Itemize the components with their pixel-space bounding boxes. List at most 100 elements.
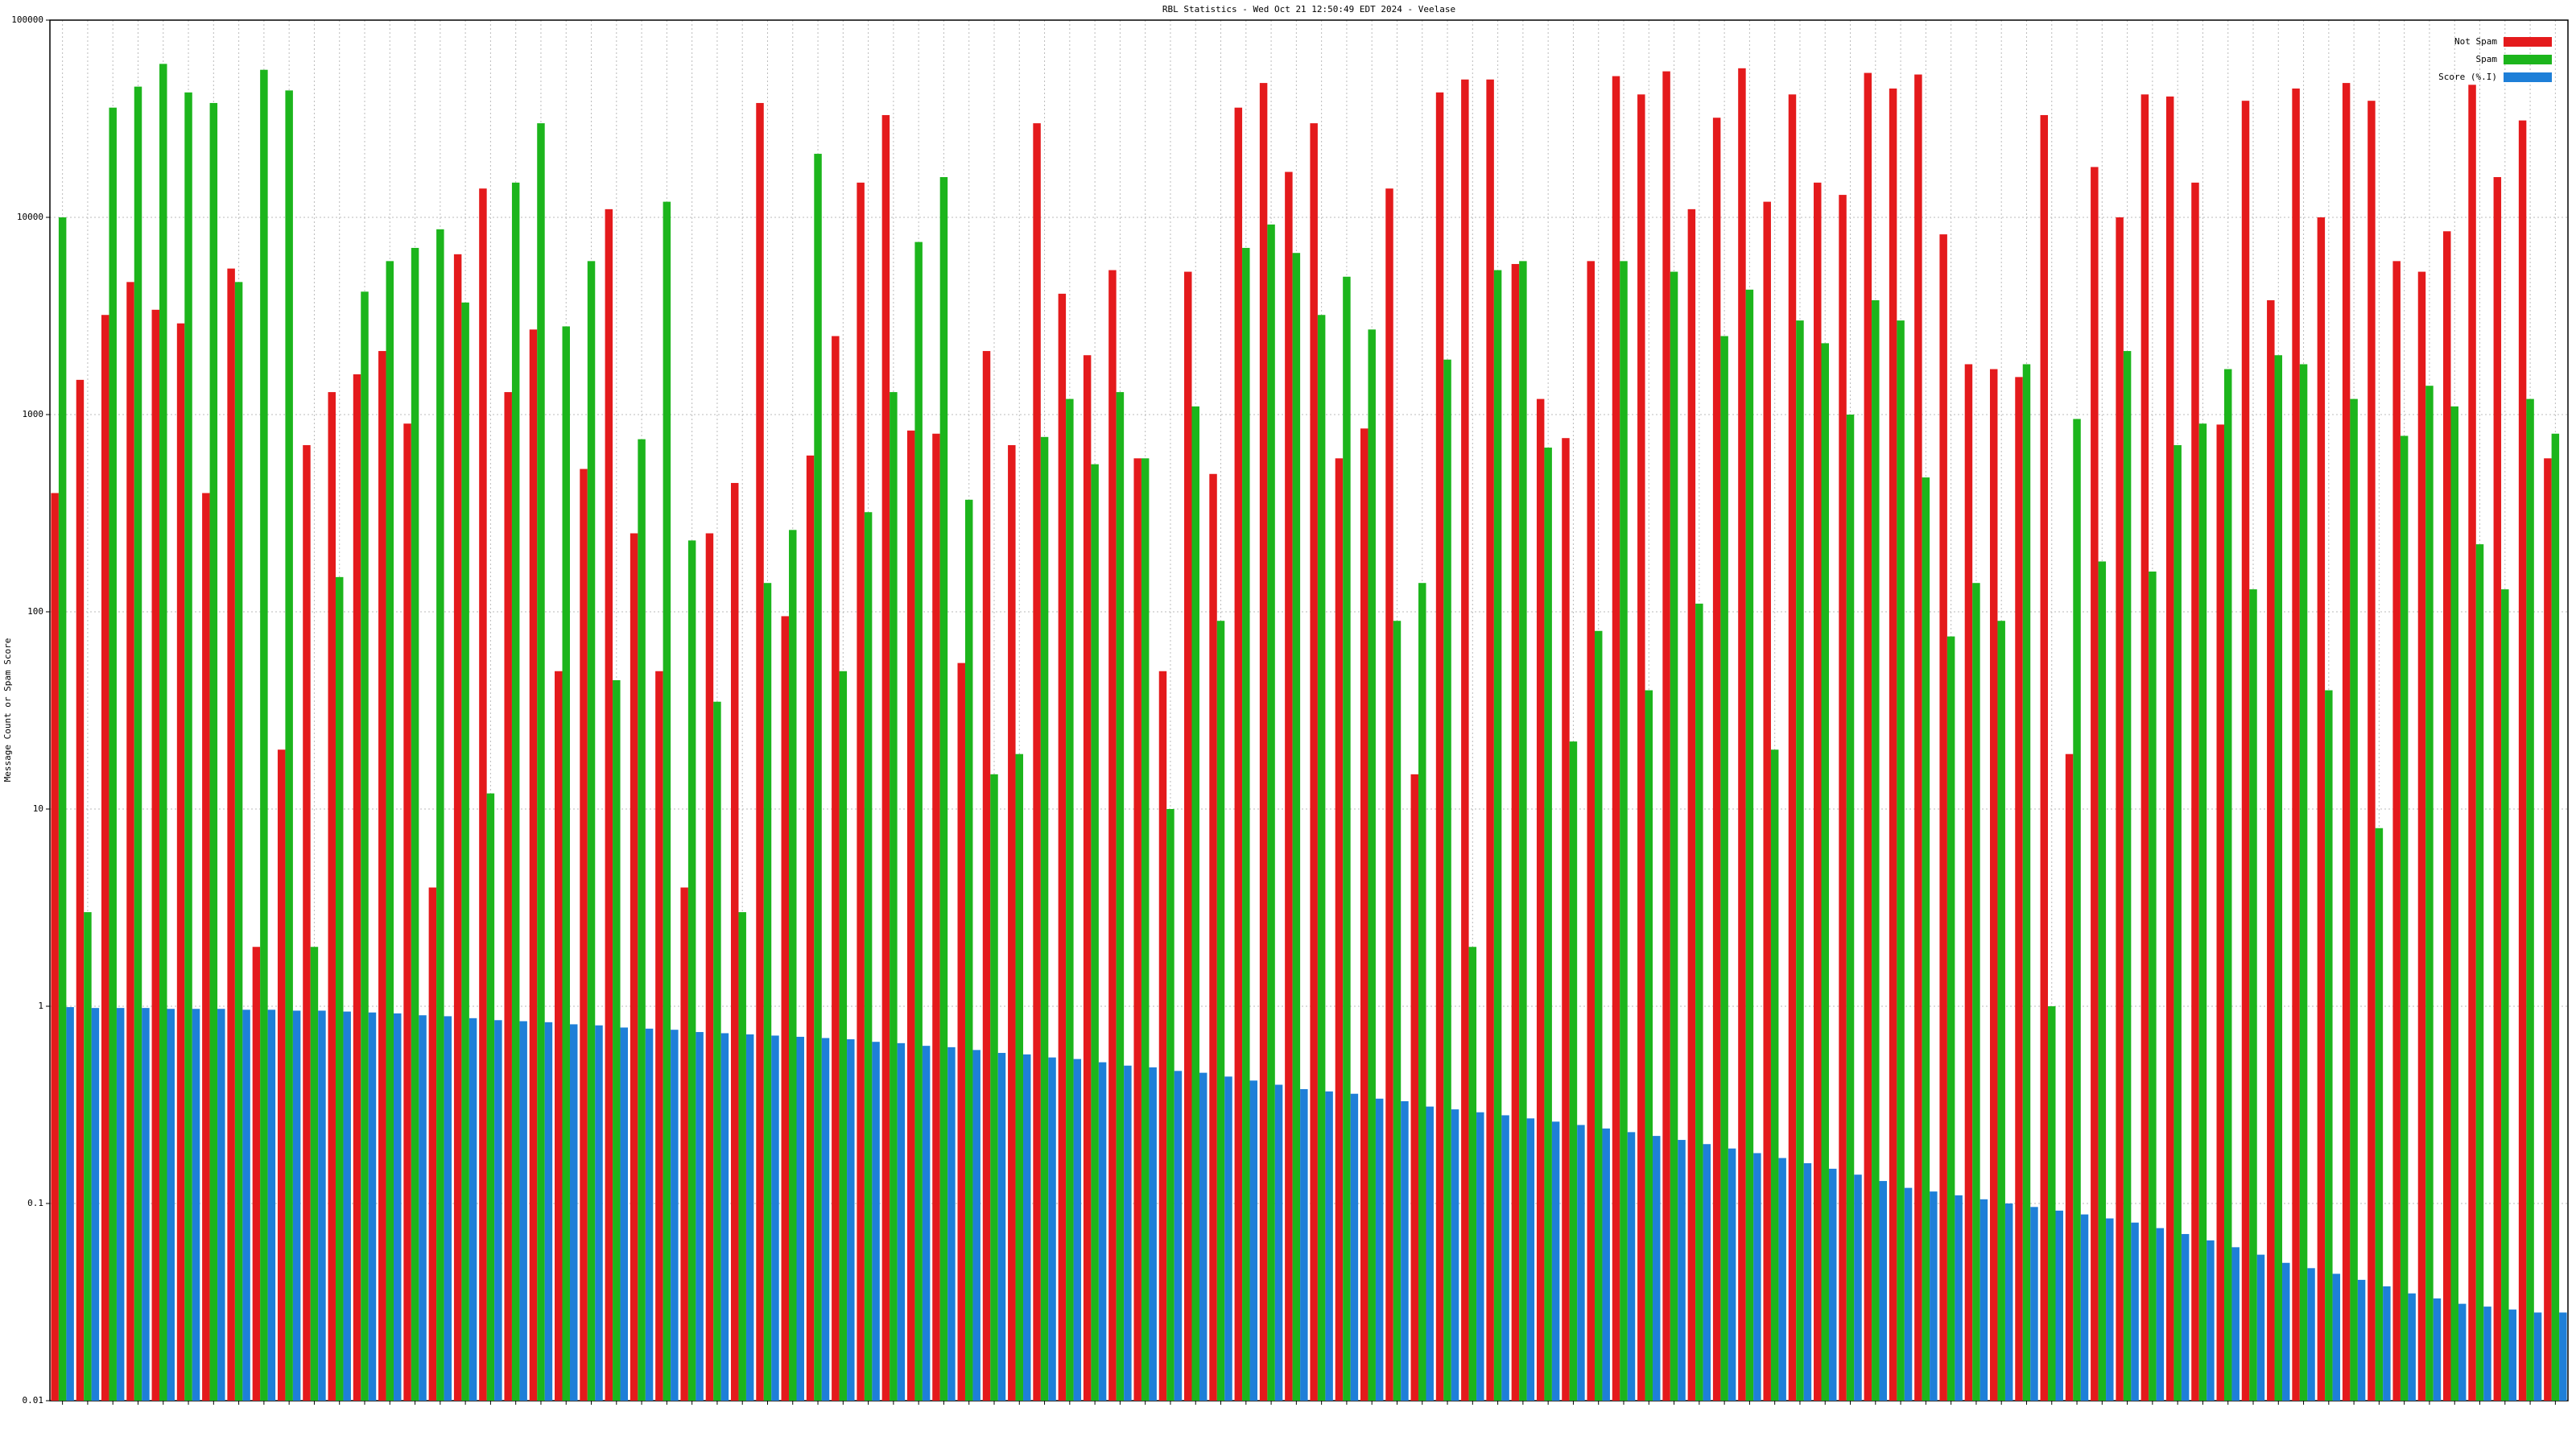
y-axis-label: Message Count or Spam Score: [2, 638, 13, 782]
bar: [1468, 947, 1477, 1401]
bar: [2458, 1303, 2467, 1401]
bar: [630, 533, 638, 1402]
bar: [2317, 217, 2326, 1401]
bar: [1368, 329, 1376, 1401]
bar: [1846, 415, 1855, 1401]
bar: [318, 1010, 326, 1401]
bar: [2207, 1240, 2215, 1401]
bar: [1989, 369, 1998, 1401]
bar: [242, 1009, 250, 1401]
chart-title: RBL Statistics - Wed Oct 21 12:50:49 EDT…: [1162, 4, 1455, 14]
bar: [1066, 398, 1074, 1401]
bar: [2292, 88, 2300, 1402]
bar: [1158, 671, 1167, 1401]
bar: [2425, 386, 2434, 1402]
bar: [2149, 571, 2157, 1401]
bar: [479, 188, 487, 1402]
bar: [292, 1010, 301, 1401]
bar: [1997, 621, 2005, 1401]
bar: [806, 455, 815, 1401]
bar: [335, 576, 344, 1401]
bar: [394, 1013, 402, 1401]
bar: [947, 1046, 956, 1401]
bar: [202, 493, 210, 1401]
bar: [159, 64, 167, 1402]
bar: [696, 1032, 704, 1401]
y-tick-label: 0.1: [27, 1198, 43, 1208]
bar: [771, 1035, 779, 1401]
bar: [1519, 261, 1527, 1402]
bar: [1008, 444, 1016, 1402]
bar: [2508, 1309, 2517, 1401]
bar: [2123, 351, 2132, 1401]
bar: [1285, 171, 1293, 1401]
bar: [730, 482, 739, 1402]
bar: [1393, 621, 1402, 1401]
bar: [101, 315, 109, 1401]
bar: [2004, 1203, 2013, 1401]
bar: [2030, 1207, 2038, 1401]
bar: [906, 430, 915, 1401]
bar: [1166, 809, 1174, 1401]
bar: [343, 1011, 351, 1401]
bar: [1889, 88, 1897, 1402]
bar: [555, 671, 563, 1401]
bar: [1922, 477, 1930, 1401]
bar: [2098, 561, 2107, 1401]
bar: [1687, 208, 1696, 1402]
bar: [972, 1050, 980, 1401]
bar: [76, 379, 85, 1401]
bar: [1821, 343, 1829, 1401]
bar: [1023, 1054, 1031, 1401]
bar: [1476, 1112, 1484, 1401]
bar: [1360, 428, 1368, 1401]
bar: [605, 208, 613, 1402]
bar: [1375, 1098, 1384, 1401]
bar: [864, 512, 873, 1401]
bar: [277, 749, 286, 1401]
bar: [1511, 263, 1520, 1401]
y-tick-label: 10: [33, 803, 43, 814]
bar: [1979, 1199, 1988, 1401]
bar: [1577, 1125, 1585, 1401]
bar: [2080, 1214, 2089, 1401]
bar: [267, 1009, 276, 1401]
bar: [2332, 1274, 2341, 1401]
bar: [1526, 1118, 1535, 1401]
bar: [1637, 94, 1645, 1401]
bar: [1964, 364, 1973, 1401]
bar: [890, 392, 898, 1402]
bar: [705, 533, 714, 1402]
bar: [1569, 741, 1578, 1401]
bar: [2198, 423, 2207, 1401]
bar: [1015, 753, 1024, 1401]
bar: [167, 1009, 175, 1401]
bar: [857, 182, 865, 1401]
bar: [1544, 448, 1552, 1401]
bar: [2091, 167, 2099, 1401]
bar: [2073, 419, 2081, 1401]
bar: [2181, 1233, 2190, 1401]
bar: [1864, 72, 1872, 1402]
bar: [1662, 71, 1670, 1402]
bar: [1274, 1084, 1283, 1401]
bar: [116, 1008, 125, 1401]
bar: [2475, 544, 2484, 1401]
bar: [1124, 1065, 1132, 1401]
bar: [1763, 201, 1771, 1402]
bar: [2267, 299, 2275, 1402]
bar: [1695, 603, 1703, 1401]
bar: [303, 444, 311, 1402]
bar: [881, 114, 890, 1401]
bar: [285, 90, 293, 1401]
bar: [91, 1008, 100, 1401]
bar: [84, 912, 92, 1401]
bar: [821, 1038, 830, 1401]
bar: [1435, 92, 1444, 1401]
bar: [260, 69, 268, 1401]
bar: [1562, 438, 1570, 1401]
bar: [1325, 1091, 1333, 1401]
bar: [529, 329, 538, 1401]
bar: [1040, 436, 1049, 1401]
bar: [2106, 1218, 2114, 1401]
